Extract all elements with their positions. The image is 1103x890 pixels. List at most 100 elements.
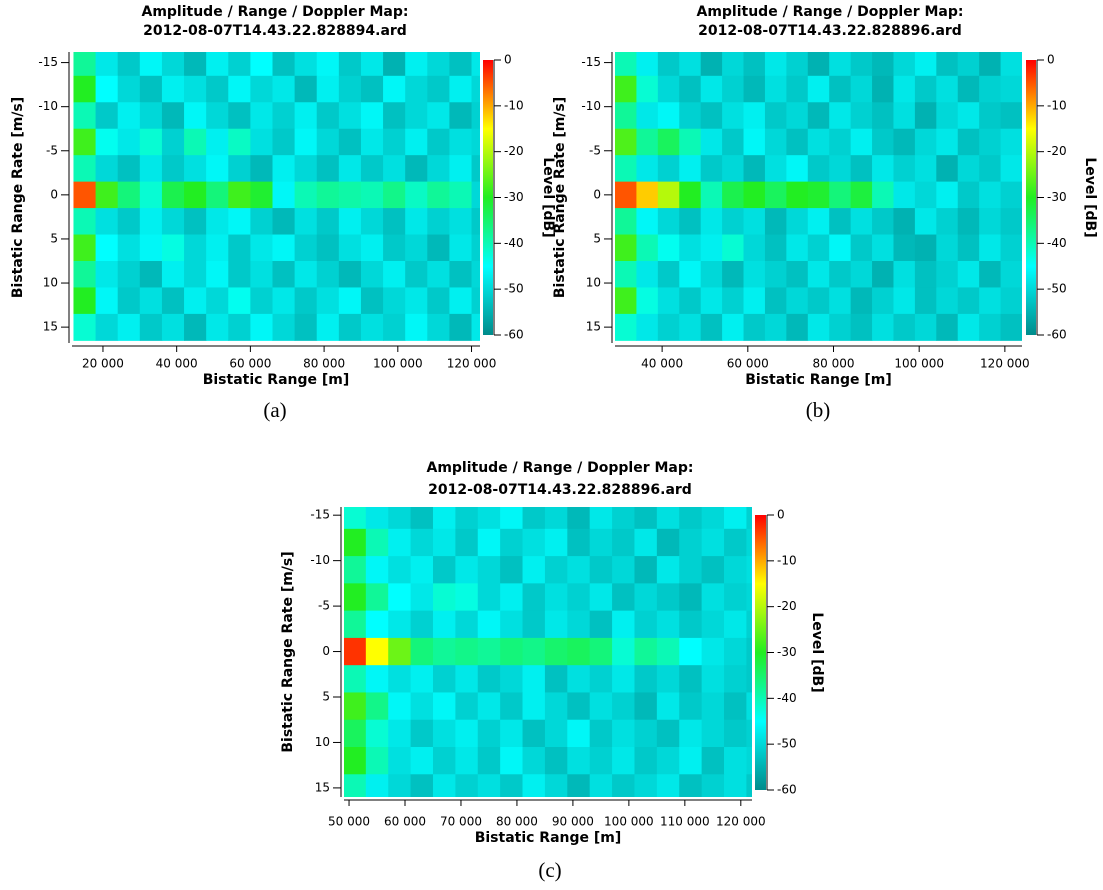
heat-cell xyxy=(455,528,479,557)
heat-cell xyxy=(979,181,1002,209)
heat-cell xyxy=(567,692,591,721)
y-axis-label: Bistatic Range Rate [m/s] xyxy=(10,97,26,298)
heat-cell xyxy=(500,747,524,775)
y-tick-label: -10 xyxy=(581,99,601,113)
heat-cell xyxy=(636,287,659,315)
heat-cell xyxy=(455,610,479,639)
heat-cell xyxy=(272,313,296,341)
heat-cell xyxy=(589,774,613,797)
heat-cell xyxy=(117,155,141,183)
heat-cell xyxy=(589,583,613,612)
heat-cell xyxy=(636,128,659,156)
heat-cell xyxy=(764,260,787,288)
heat-cell xyxy=(743,102,766,130)
heat-cell xyxy=(615,102,637,130)
heat-cell xyxy=(184,102,207,130)
heat-cell xyxy=(700,128,723,156)
heat-cell xyxy=(724,507,747,530)
heat-cell xyxy=(272,128,296,156)
colorbar-tick-label: -60 xyxy=(777,783,797,797)
heat-cell xyxy=(522,747,546,775)
heat-cell xyxy=(405,102,428,130)
heat-cell xyxy=(117,208,141,236)
heat-cell xyxy=(679,52,702,77)
heat-cell xyxy=(365,692,389,721)
chart-title: 2012-08-07T14.43.22.828894.ard xyxy=(143,23,407,39)
heat-cell xyxy=(743,52,766,77)
heat-cell xyxy=(829,128,852,156)
colorbar xyxy=(1026,60,1036,335)
heat-cell xyxy=(365,719,389,748)
heat-cell xyxy=(316,52,340,77)
heat-cell xyxy=(589,528,613,557)
heat-cell xyxy=(161,208,185,236)
heat-cell xyxy=(612,507,635,530)
heat-cell xyxy=(344,637,367,666)
heat-cell xyxy=(73,287,97,315)
heat-cell xyxy=(634,583,658,612)
heat-cell xyxy=(567,665,591,693)
heat-cell xyxy=(338,155,362,183)
x-tick-label: 100 000 xyxy=(894,357,944,371)
y-tick-label: 5 xyxy=(593,231,601,245)
heat-cell xyxy=(850,181,873,209)
heat-cell xyxy=(850,128,873,156)
heat-cell xyxy=(405,234,428,262)
heat-cell xyxy=(656,665,680,693)
heat-cell xyxy=(316,287,340,315)
heat-cell xyxy=(338,260,362,288)
heat-cell xyxy=(634,747,658,775)
heat-cell xyxy=(427,260,450,288)
heat-cell xyxy=(432,556,456,584)
y-tick-label: 10 xyxy=(43,276,58,290)
heat-cell xyxy=(701,528,725,557)
heat-cell xyxy=(432,507,456,530)
heat-cell xyxy=(161,260,185,288)
heat-cell xyxy=(161,75,185,103)
heat-cell xyxy=(786,52,809,77)
colorbar-tick-label: 0 xyxy=(504,53,512,67)
heat-cell xyxy=(743,260,766,288)
heat-cell xyxy=(449,260,473,288)
heat-cell xyxy=(914,155,937,183)
heat-cell xyxy=(656,610,680,639)
heat-cell xyxy=(544,747,568,775)
heat-cell xyxy=(139,313,163,341)
heat-cell xyxy=(500,719,524,748)
heat-cell xyxy=(872,52,894,77)
heat-cell xyxy=(405,287,428,315)
heat-cell xyxy=(388,610,412,639)
colorbar xyxy=(483,60,493,335)
heat-cell xyxy=(724,637,747,666)
heat-cell xyxy=(117,75,141,103)
heat-cell xyxy=(893,313,916,341)
heat-cell xyxy=(615,155,637,183)
heat-cell xyxy=(405,260,428,288)
heat-cell xyxy=(914,128,937,156)
heat-cell xyxy=(471,313,480,341)
heat-cell xyxy=(701,719,725,748)
y-tick-label: -10 xyxy=(310,553,330,567)
heat-cell xyxy=(656,774,680,797)
heat-cell xyxy=(455,665,479,693)
heat-cell xyxy=(161,128,185,156)
heat-cell xyxy=(589,637,613,666)
heat-cell xyxy=(893,208,916,236)
heat-cell xyxy=(589,719,613,748)
heat-cell xyxy=(957,128,980,156)
heat-cell xyxy=(410,719,434,748)
heat-cell xyxy=(161,52,185,77)
heat-cell xyxy=(746,692,752,721)
heat-cell xyxy=(850,313,873,341)
heat-cell xyxy=(722,208,745,236)
y-tick-label: 15 xyxy=(43,320,58,334)
heat-cell xyxy=(405,181,428,209)
heat-cell xyxy=(612,610,635,639)
colorbar-tick-label: -50 xyxy=(1047,282,1067,296)
x-tick-label: 50 000 xyxy=(328,815,370,829)
heat-cell xyxy=(388,774,412,797)
heat-cell xyxy=(979,102,1002,130)
heat-cell xyxy=(338,75,362,103)
heat-cell xyxy=(365,747,389,775)
colorbar-tick-label: -40 xyxy=(504,236,524,250)
